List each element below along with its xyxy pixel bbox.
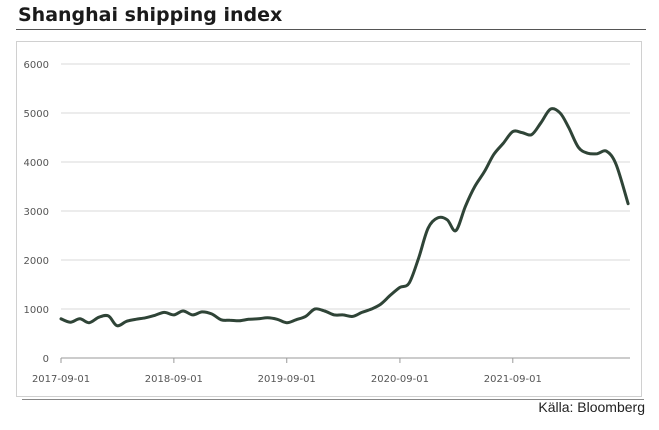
y-tick-label: 6000 [24, 60, 49, 71]
x-tick-label: 2018-09-01 [145, 374, 203, 385]
y-tick-label: 5000 [24, 109, 49, 120]
y-tick-label: 4000 [24, 158, 49, 169]
x-tick-label: 2017-09-01 [32, 374, 90, 385]
x-tick-label: 2019-09-01 [258, 374, 316, 385]
x-tick-label: 2021-09-01 [484, 374, 542, 385]
title-divider [16, 29, 646, 30]
y-tick-label: 3000 [24, 207, 49, 218]
source-credit: Källa: Bloomberg [538, 399, 645, 415]
plot-frame: 0 1000 2000 3000 4000 5000 6000 2017-09-01 2018-… [16, 41, 642, 397]
chart-title: Shanghai shipping index [18, 4, 283, 26]
bottom-divider [22, 399, 644, 400]
y-tick-label: 2000 [24, 256, 49, 267]
series-line [59, 107, 630, 328]
y-tick-label: 0 [43, 354, 49, 365]
y-tick-label: 1000 [24, 305, 49, 316]
x-tick-label: 2020-09-01 [371, 374, 429, 385]
line-chart: 0 1000 2000 3000 4000 5000 6000 2017-09-01 2018-… [24, 60, 630, 385]
